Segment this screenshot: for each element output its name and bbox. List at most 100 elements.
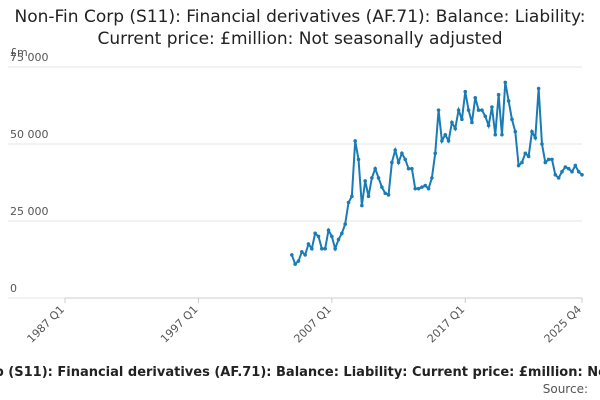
- point: [516, 163, 521, 168]
- point: [340, 231, 344, 236]
- point: [533, 136, 538, 140]
- point: [330, 234, 334, 239]
- point: [513, 129, 518, 134]
- point: [346, 200, 351, 205]
- chart-title: Non-Fin Corp (S11): Financial derivative…: [14, 7, 586, 49]
- point: [463, 89, 468, 94]
- point: [480, 108, 484, 112]
- point: [550, 157, 554, 162]
- point: [476, 108, 481, 112]
- point: [303, 253, 307, 257]
- point: [460, 117, 464, 122]
- point: [333, 246, 337, 251]
- point: [573, 163, 578, 168]
- point: [486, 123, 491, 128]
- point: [436, 108, 441, 112]
- y-tick-label: 0: [10, 282, 17, 295]
- point: [290, 253, 294, 257]
- point: [310, 246, 314, 251]
- point: [483, 114, 488, 119]
- point: [440, 139, 444, 143]
- point: [503, 80, 508, 85]
- x-tick-label: 1987 Q1: [25, 303, 68, 346]
- point: [496, 92, 501, 97]
- point: [320, 246, 324, 251]
- x-tick-label: 2007 Q1: [291, 303, 334, 346]
- point: [406, 166, 411, 171]
- point: [350, 194, 354, 199]
- point: [536, 86, 541, 91]
- point: [393, 148, 398, 152]
- point: [383, 191, 388, 196]
- point: [376, 176, 381, 180]
- point: [336, 237, 341, 242]
- footer-title: Non-Fin Corp (S11): Financial derivative…: [0, 365, 600, 380]
- point: [453, 126, 458, 131]
- source: Source:: [543, 382, 588, 396]
- point: [353, 139, 357, 143]
- y-axis-label: £m: [10, 46, 28, 59]
- point: [390, 160, 394, 165]
- point: [293, 262, 297, 266]
- point: [396, 160, 401, 165]
- point: [313, 231, 317, 236]
- point: [473, 96, 478, 100]
- point: [423, 183, 428, 188]
- point: [443, 132, 448, 137]
- point: [323, 246, 327, 251]
- point: [493, 132, 498, 137]
- point: [500, 132, 504, 137]
- point: [520, 160, 524, 165]
- point: [430, 176, 434, 180]
- point: [356, 157, 361, 162]
- point: [433, 151, 438, 156]
- point: [366, 194, 371, 199]
- point: [563, 165, 568, 169]
- point: [510, 117, 514, 122]
- point: [570, 169, 574, 174]
- y-tick-label: 25 000: [10, 205, 49, 218]
- y-tick-label: 50 000: [10, 128, 49, 141]
- point: [386, 193, 391, 197]
- point: [560, 169, 564, 174]
- point: [360, 203, 364, 208]
- point: [373, 166, 378, 171]
- point: [343, 222, 347, 226]
- point: [553, 173, 558, 177]
- point: [300, 250, 304, 254]
- series-line: [290, 82, 583, 266]
- point: [413, 186, 418, 191]
- point: [526, 154, 531, 159]
- point: [400, 151, 404, 156]
- point: [296, 259, 301, 263]
- point: [540, 142, 544, 146]
- point: [370, 176, 374, 180]
- x-tick-label: 2017 Q1: [425, 303, 468, 346]
- point: [446, 139, 451, 143]
- point: [420, 185, 424, 189]
- point: [530, 129, 534, 134]
- point: [576, 169, 581, 174]
- point: [490, 105, 494, 109]
- point: [410, 166, 414, 171]
- point: [546, 157, 551, 162]
- point: [403, 157, 408, 162]
- point: [580, 173, 584, 177]
- point: [556, 176, 561, 180]
- point: [470, 120, 474, 125]
- y-tick-label: 75 000: [10, 51, 49, 64]
- point: [466, 108, 471, 112]
- point: [326, 228, 331, 233]
- x-tick-label: 2025 Q4: [542, 303, 585, 346]
- point: [416, 186, 421, 191]
- point: [506, 99, 511, 103]
- point: [566, 166, 571, 171]
- point: [363, 179, 367, 183]
- point: [450, 120, 454, 125]
- point: [316, 234, 321, 239]
- point: [306, 242, 311, 246]
- point: [380, 185, 384, 189]
- point: [523, 151, 528, 156]
